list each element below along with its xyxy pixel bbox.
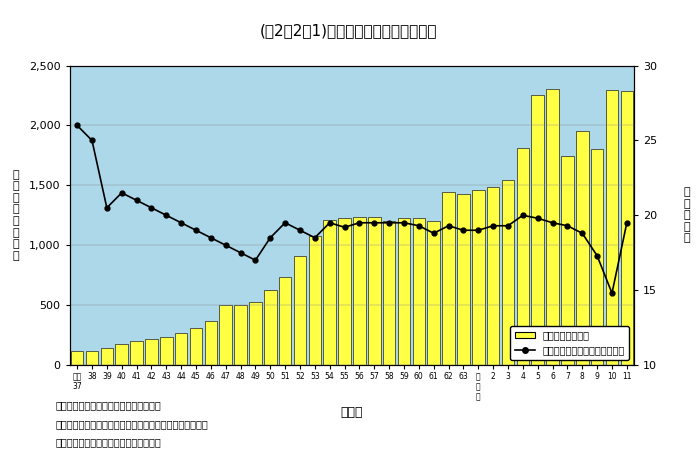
Bar <box>606 90 618 365</box>
Bar <box>502 180 514 365</box>
Bar <box>279 277 291 365</box>
Text: ２．国土保全事業予算は下水道事業関係予算を除く。: ２．国土保全事業予算は下水道事業関係予算を除く。 <box>56 419 208 429</box>
Text: (図2－2－1)　国土保全事業予算の推移: (図2－2－1) 国土保全事業予算の推移 <box>260 23 437 38</box>
Bar <box>160 337 173 365</box>
Bar <box>204 321 217 365</box>
Bar <box>145 339 158 365</box>
Bar <box>100 348 113 365</box>
Text: 資料：各省庁資料をもとに内閣府作成。: 資料：各省庁資料をもとに内閣府作成。 <box>56 438 162 447</box>
Bar <box>368 217 381 365</box>
Bar <box>413 218 425 365</box>
Bar <box>472 190 484 365</box>
Bar <box>353 217 366 365</box>
Bar <box>427 221 440 365</box>
Bar <box>264 290 277 365</box>
Bar <box>546 89 559 365</box>
Bar <box>576 131 588 365</box>
Bar <box>398 218 411 365</box>
Bar <box>442 192 455 365</box>
Bar <box>130 341 143 365</box>
Bar <box>190 329 202 365</box>
Bar <box>86 351 98 365</box>
Bar <box>516 148 529 365</box>
Bar <box>116 344 128 365</box>
Bar <box>323 220 336 365</box>
Bar <box>338 218 351 365</box>
Bar <box>309 236 321 365</box>
Bar <box>487 187 500 365</box>
Bar <box>249 302 262 365</box>
Bar <box>175 333 187 365</box>
Bar <box>620 91 633 365</box>
Bar <box>383 221 395 365</box>
Bar <box>234 305 247 365</box>
Bar <box>293 256 306 365</box>
Bar <box>561 156 574 365</box>
X-axis label: 年　度: 年 度 <box>341 406 363 419</box>
Text: 注）１．予算額は補正後の国費である。: 注）１．予算額は補正後の国費である。 <box>56 400 162 410</box>
Bar <box>591 149 604 365</box>
Bar <box>220 305 232 365</box>
Bar <box>457 194 470 365</box>
Bar <box>71 351 84 365</box>
Text: 割
合
（
％
）: 割 合 （ ％ ） <box>683 187 690 243</box>
Text: 予
算
額
（
十
億
円
）: 予 算 額 （ 十 億 円 ） <box>12 170 19 261</box>
Bar <box>531 95 544 365</box>
Legend: 国土保全事業予算, 一般公共事業予算に占める割合: 国土保全事業予算, 一般公共事業予算に占める割合 <box>510 326 629 360</box>
